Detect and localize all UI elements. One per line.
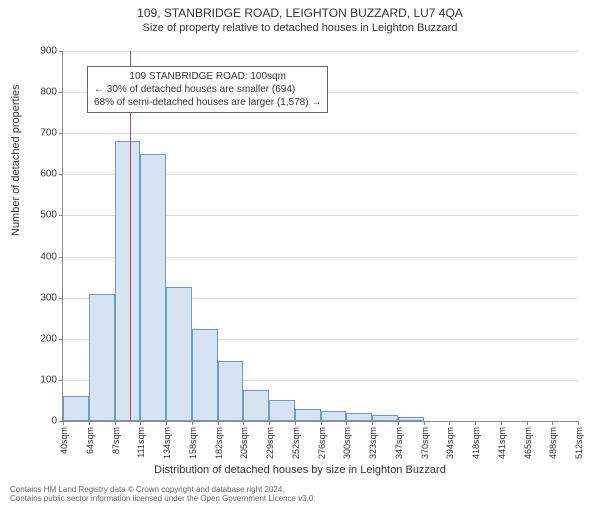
y-tick-mark xyxy=(59,92,63,93)
x-tick-mark xyxy=(269,421,270,425)
y-tick-label: 100 xyxy=(40,374,57,385)
y-tick-mark xyxy=(59,257,63,258)
histogram-bar xyxy=(63,396,89,421)
y-tick-label: 0 xyxy=(51,416,57,427)
x-tick-mark xyxy=(449,421,450,425)
x-tick-mark xyxy=(321,421,322,425)
x-tick-mark xyxy=(243,421,244,425)
y-tick-mark xyxy=(59,51,63,52)
y-tick-mark xyxy=(59,380,63,381)
x-tick-label: 418sqm xyxy=(471,427,481,459)
x-tick-label: 229sqm xyxy=(265,427,275,459)
histogram-bar xyxy=(192,329,218,422)
x-tick-label: 252sqm xyxy=(291,427,301,459)
y-tick-label: 600 xyxy=(40,169,57,180)
x-tick-mark xyxy=(115,421,116,425)
y-tick-label: 500 xyxy=(40,210,57,221)
x-tick-label: 40sqm xyxy=(59,427,69,454)
x-tick-mark xyxy=(295,421,296,425)
histogram-bar xyxy=(140,154,166,421)
x-tick-mark xyxy=(578,421,579,425)
y-tick-mark xyxy=(59,133,63,134)
histogram-bar xyxy=(321,411,347,421)
info-line-1: 109 STANBRIDGE ROAD: 100sqm xyxy=(94,70,321,83)
footer-line-2: Contains public sector information licen… xyxy=(10,494,316,504)
x-tick-mark xyxy=(527,421,528,425)
y-tick-label: 200 xyxy=(40,333,57,344)
grid-line xyxy=(63,133,578,134)
info-line-3: 68% of semi-detached houses are larger (… xyxy=(94,96,321,109)
x-tick-label: 87sqm xyxy=(111,427,121,454)
footer-line-1: Contains HM Land Registry data © Crown c… xyxy=(10,485,316,495)
y-axis-label: Number of detached properties xyxy=(10,84,22,236)
x-axis-label: Distribution of detached houses by size … xyxy=(0,464,600,476)
x-tick-label: 64sqm xyxy=(85,427,95,454)
histogram-bar xyxy=(269,400,295,421)
histogram-bar xyxy=(372,415,398,421)
x-tick-mark xyxy=(398,421,399,425)
histogram-bar xyxy=(89,294,115,421)
y-tick-mark xyxy=(59,215,63,216)
x-tick-label: 347sqm xyxy=(394,427,404,459)
histogram-bar xyxy=(346,413,372,421)
x-tick-mark xyxy=(63,421,64,425)
x-tick-mark xyxy=(475,421,476,425)
x-tick-label: 488sqm xyxy=(548,427,558,459)
x-tick-label: 465sqm xyxy=(523,427,533,459)
x-tick-mark xyxy=(501,421,502,425)
x-tick-mark xyxy=(218,421,219,425)
x-tick-label: 323sqm xyxy=(368,427,378,459)
x-tick-mark xyxy=(372,421,373,425)
x-tick-label: 394sqm xyxy=(445,427,455,459)
grid-line xyxy=(63,51,578,52)
chart-title: 109, STANBRIDGE ROAD, LEIGHTON BUZZARD, … xyxy=(0,6,600,20)
y-tick-label: 300 xyxy=(40,292,57,303)
y-tick-mark xyxy=(59,339,63,340)
chart-plot-area: 109 STANBRIDGE ROAD: 100sqm ← 30% of det… xyxy=(62,51,578,422)
chart-subtitle: Size of property relative to detached ho… xyxy=(0,22,600,34)
x-tick-mark xyxy=(346,421,347,425)
x-tick-mark xyxy=(140,421,141,425)
info-box: 109 STANBRIDGE ROAD: 100sqm ← 30% of det… xyxy=(87,66,328,113)
x-tick-label: 182sqm xyxy=(214,427,224,459)
x-tick-label: 205sqm xyxy=(239,427,249,459)
y-tick-mark xyxy=(59,174,63,175)
y-tick-label: 900 xyxy=(40,46,57,57)
x-tick-mark xyxy=(192,421,193,425)
histogram-bar xyxy=(398,417,424,421)
y-tick-mark xyxy=(59,298,63,299)
x-tick-label: 134sqm xyxy=(162,427,172,459)
x-tick-mark xyxy=(89,421,90,425)
y-tick-label: 800 xyxy=(40,87,57,98)
histogram-bar xyxy=(295,409,321,421)
x-tick-label: 441sqm xyxy=(497,427,507,459)
y-tick-label: 400 xyxy=(40,251,57,262)
x-tick-mark xyxy=(552,421,553,425)
x-tick-label: 370sqm xyxy=(420,427,430,459)
x-tick-label: 512sqm xyxy=(574,427,584,459)
x-tick-mark xyxy=(424,421,425,425)
footer: Contains HM Land Registry data © Crown c… xyxy=(10,485,316,504)
histogram-bar xyxy=(166,287,192,421)
x-tick-label: 276sqm xyxy=(317,427,327,459)
x-tick-label: 300sqm xyxy=(342,427,352,459)
info-line-2: ← 30% of detached houses are smaller (69… xyxy=(94,83,321,96)
histogram-bar xyxy=(218,361,244,421)
x-tick-label: 158sqm xyxy=(188,427,198,459)
x-tick-label: 111sqm xyxy=(136,427,146,458)
x-tick-mark xyxy=(166,421,167,425)
y-tick-label: 700 xyxy=(40,128,57,139)
histogram-bar xyxy=(115,141,141,421)
histogram-bar xyxy=(243,390,269,421)
